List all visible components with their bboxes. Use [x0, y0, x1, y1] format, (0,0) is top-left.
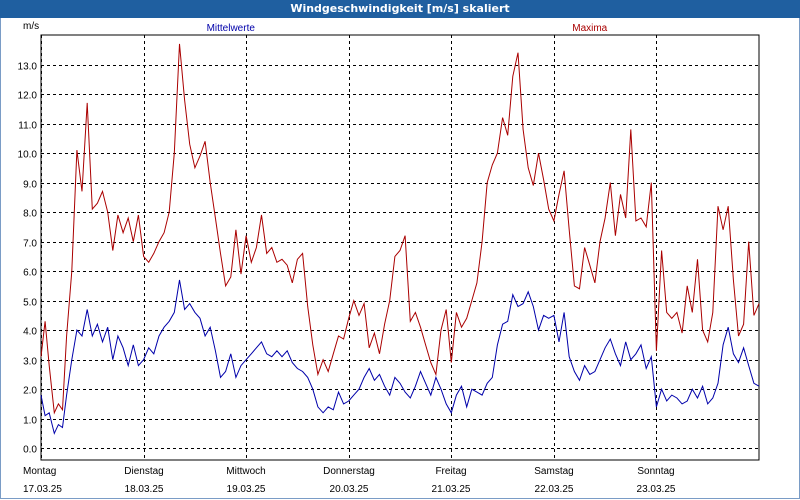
y-tick-label: 11.0 [18, 121, 37, 132]
x-tick-date: 22.03.25 [535, 484, 574, 495]
y-tick-label: 13.0 [18, 62, 38, 73]
x-tick-date: 19.03.25 [227, 484, 266, 495]
legend-label-maxima: Maxima [572, 23, 607, 34]
x-tick-date: 23.03.25 [637, 484, 676, 495]
x-tick-day: Dienstag [124, 466, 163, 477]
series-line-maxima [40, 43, 760, 415]
x-tick-day: Freitag [435, 466, 466, 477]
y-tick-label: 1.0 [23, 416, 37, 427]
x-tick-date: 17.03.25 [23, 484, 62, 495]
y-tick-label: 2.0 [23, 386, 37, 397]
y-tick-label: 7.0 [23, 239, 37, 250]
plot-area [40, 34, 760, 461]
y-tick-label: 5.0 [23, 298, 37, 309]
x-tick-day: Mittwoch [226, 466, 265, 477]
y-tick-label: 4.0 [23, 327, 37, 338]
x-tick-date: 20.03.25 [330, 484, 369, 495]
line-chart: 0.0 1.0 2.0 3.0 4.0 5.0 6.0 7.0 8.0 9.0 10.0 11.0 12… [18, 21, 760, 495]
y-tick-label: 10.0 [18, 150, 38, 161]
x-tick-day: Sonntag [637, 466, 674, 477]
legend-label-mittelwerte: Mittelwerte [207, 23, 256, 34]
x-tick-day: Montag [23, 466, 56, 477]
y-tick-label: 0.0 [23, 445, 37, 456]
chart-title: Windgeschwindigkeit [m/s] skaliert [0, 0, 800, 18]
x-tick-date: 18.03.25 [125, 484, 164, 495]
chart-frame: 0.0 1.0 2.0 3.0 4.0 5.0 6.0 7.0 8.0 9.0 10.0 11.0 12… [0, 18, 800, 499]
y-axis-label: m/s [23, 21, 39, 32]
x-tick-date: 21.03.25 [432, 484, 471, 495]
y-tick-label: 8.0 [23, 209, 37, 220]
x-tick-day: Samstag [534, 466, 573, 477]
y-tick-label: 3.0 [23, 357, 37, 368]
series-line-mittelwerte [40, 279, 760, 435]
y-tick-label: 12.0 [18, 91, 38, 102]
y-tick-label: 6.0 [23, 268, 37, 279]
y-tick-label: 9.0 [23, 180, 37, 191]
x-tick-day: Donnerstag [323, 466, 375, 477]
